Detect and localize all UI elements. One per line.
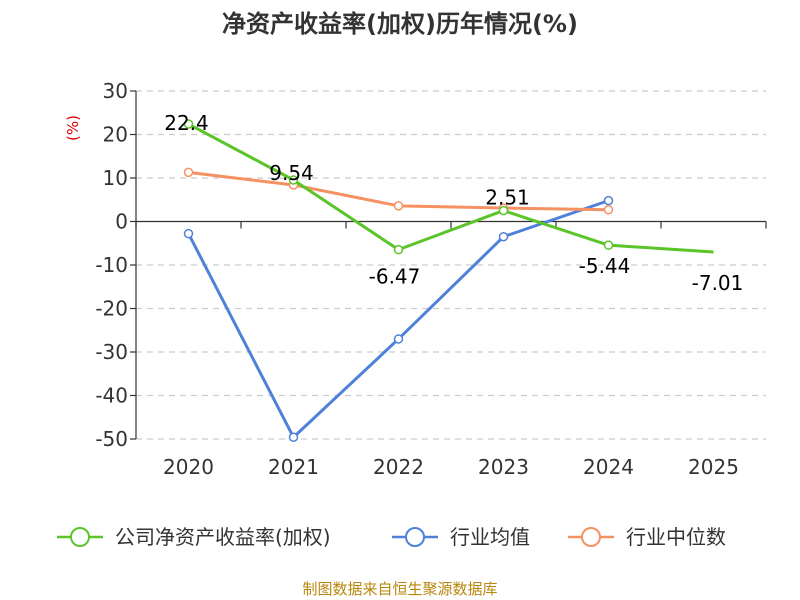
series-line bbox=[187, 199, 609, 439]
y-tick-label: -10 bbox=[95, 253, 128, 277]
series-group bbox=[183, 119, 714, 443]
data-point bbox=[603, 205, 614, 215]
x-tick-label: 2022 bbox=[373, 455, 424, 479]
data-point bbox=[183, 167, 194, 178]
data-point bbox=[498, 231, 509, 242]
x-tick-label: 2020 bbox=[163, 455, 214, 479]
legend-marker bbox=[70, 527, 90, 547]
x-tick-label: 2025 bbox=[688, 455, 739, 479]
data-label: -5.44 bbox=[579, 254, 631, 278]
y-axis-label: (%) bbox=[64, 115, 82, 141]
y-tick-label: 20 bbox=[103, 123, 128, 147]
y-tick-label: -30 bbox=[95, 340, 128, 364]
axes: 30 20 10 0 -10 -20 -30 -40 -50 2020 2021 2022 2023 20… bbox=[95, 79, 767, 479]
data-point bbox=[183, 119, 194, 129]
x-tick-label: 2023 bbox=[478, 455, 529, 479]
data-label: 22.4 bbox=[164, 111, 209, 135]
y-tick-label: -40 bbox=[95, 384, 128, 408]
legend-marker bbox=[581, 527, 601, 547]
y-tick-label: 30 bbox=[103, 79, 128, 103]
data-label: -7.01 bbox=[692, 271, 744, 295]
data-point bbox=[603, 240, 614, 250]
data-point bbox=[603, 195, 614, 206]
legend-label: 公司净资产收益率(加权) bbox=[115, 525, 331, 549]
legend: 公司净资产收益率(加权) 行业均值 行业中位数 bbox=[57, 525, 726, 549]
gridlines bbox=[136, 90, 766, 440]
data-label: -6.47 bbox=[369, 265, 421, 289]
source-note: 制图数据来自恒生聚源数据库 bbox=[302, 580, 497, 598]
y-tick-label: 10 bbox=[103, 166, 128, 190]
data-point bbox=[183, 228, 194, 239]
y-tick-label: -50 bbox=[95, 427, 128, 451]
data-point bbox=[498, 205, 509, 216]
legend-marker bbox=[405, 527, 425, 547]
data-label: 9.54 bbox=[269, 161, 314, 185]
series-line bbox=[187, 122, 714, 254]
data-label: 2.51 bbox=[485, 186, 530, 210]
x-tick-label: 2021 bbox=[268, 455, 319, 479]
data-point bbox=[393, 244, 404, 255]
x-tick-label: 2024 bbox=[583, 455, 634, 479]
chart-title: 净资产收益率(加权)历年情况(%) bbox=[222, 10, 578, 38]
data-point bbox=[393, 201, 404, 211]
y-tick-label: -20 bbox=[95, 297, 128, 321]
legend-label: 行业中位数 bbox=[626, 525, 726, 549]
legend-label: 行业均值 bbox=[450, 525, 530, 549]
data-point bbox=[393, 334, 404, 344]
data-point bbox=[288, 432, 299, 443]
y-tick-label: 0 bbox=[115, 210, 128, 234]
data-point bbox=[288, 175, 299, 185]
data-labels: 22.4 9.54 -6.47 2.51 -5.44 -7.01 bbox=[164, 111, 743, 295]
